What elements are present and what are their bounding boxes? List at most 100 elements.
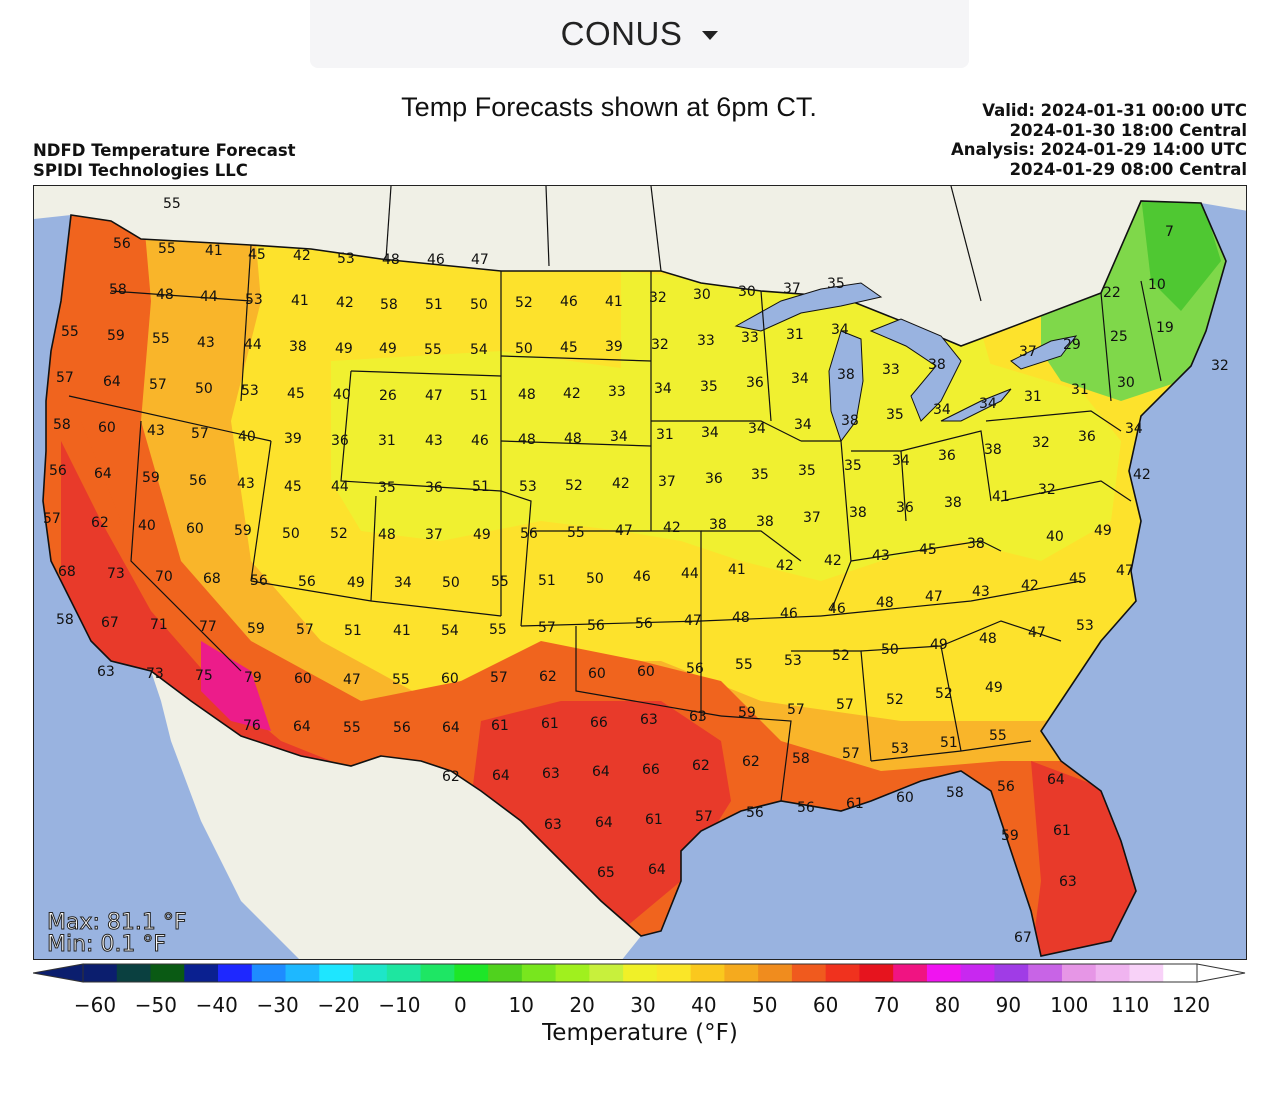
temp-label: 48 [876, 595, 894, 611]
temp-label: 22 [1103, 285, 1121, 301]
temp-label: 38 [849, 505, 867, 521]
temp-label: 56 [113, 236, 131, 252]
colorbar-segment [859, 964, 894, 982]
valid-utc: Valid: 2024-01-31 00:00 UTC [982, 101, 1247, 120]
temp-label: 43 [972, 584, 990, 600]
temp-label: 71 [150, 617, 168, 633]
colorbar-tick-label: 50 [752, 993, 778, 1017]
temp-label: 61 [1053, 823, 1071, 839]
temp-label: 45 [919, 542, 937, 558]
colorbar-segment [454, 964, 489, 982]
temp-label: 49 [1094, 523, 1112, 539]
temp-label: 33 [882, 362, 900, 378]
temp-label: 36 [1078, 429, 1096, 445]
temp-label: 32 [1038, 482, 1056, 498]
colorbar-segment [724, 964, 759, 982]
temp-label: 38 [841, 413, 859, 429]
temp-label: 53 [784, 653, 802, 669]
temp-label: 60 [637, 664, 655, 680]
temp-label: 60 [896, 790, 914, 806]
temp-label: 63 [689, 709, 707, 725]
temp-label: 67 [1014, 930, 1032, 946]
temp-label: 46 [560, 294, 578, 310]
temp-label: 34 [610, 429, 628, 445]
great-lakes [734, 282, 1078, 443]
temp-label: 41 [291, 293, 309, 309]
temp-label: 31 [1071, 382, 1089, 398]
temp-label: 34 [748, 421, 766, 437]
temp-label: 38 [944, 495, 962, 511]
temp-label: 42 [1133, 467, 1151, 483]
temp-label: 57 [695, 809, 713, 825]
colorbar-tick-label: −20 [317, 993, 360, 1017]
temp-label: 38 [967, 536, 985, 552]
temp-label: 45 [248, 247, 266, 263]
temp-label: 26 [379, 388, 397, 404]
temp-label: 53 [337, 251, 355, 267]
temp-label: 35 [700, 379, 718, 395]
temp-label: 38 [837, 367, 855, 383]
region-selector[interactable]: CONUS [310, 0, 969, 68]
colorbar-min-arrow [33, 963, 84, 983]
temp-label: 57 [149, 377, 167, 393]
temp-label: 51 [472, 479, 490, 495]
temp-label: 32 [649, 290, 667, 306]
chevron-down-icon [702, 30, 719, 40]
temp-label: 53 [245, 292, 263, 308]
temp-label: 30 [693, 287, 711, 303]
temp-label: 44 [681, 566, 699, 582]
max-temp: Max: 81.1 °F [47, 910, 187, 935]
temp-label: 48 [979, 631, 997, 647]
temp-label: 55 [158, 241, 176, 257]
colorbar-segment [791, 964, 827, 982]
temp-label: 41 [205, 243, 223, 259]
temp-label: 54 [441, 623, 459, 639]
temp-label: 57 [43, 511, 61, 527]
temp-label: 56 [997, 779, 1015, 795]
colorbar-segment [960, 964, 995, 982]
temp-label: 44 [331, 479, 349, 495]
temp-label: 56 [746, 805, 764, 821]
temp-label: 64 [492, 768, 510, 784]
temp-label: 53 [241, 383, 259, 399]
temp-label: 60 [98, 420, 116, 436]
colorbar-segment [994, 964, 1029, 982]
temp-label: 35 [751, 467, 769, 483]
temp-label: 36 [746, 375, 764, 391]
colorbar-segment [1163, 964, 1198, 982]
temp-label: 47 [471, 252, 489, 268]
temp-label: 37 [658, 474, 676, 490]
mexico-land [151, 671, 641, 959]
temp-label: 63 [542, 766, 560, 782]
temp-label: 42 [663, 520, 681, 536]
temp-label: 7 [1165, 224, 1174, 240]
temp-label: 36 [425, 480, 443, 496]
colorbar-tick-label: 70 [873, 993, 900, 1017]
colorbar-segment [150, 964, 185, 982]
temp-label: 51 [344, 623, 362, 639]
temp-label: 64 [1047, 772, 1065, 788]
temp-label: 73 [107, 566, 125, 582]
temp-label: 57 [490, 670, 508, 686]
temp-label: 62 [539, 669, 557, 685]
temp-label: 62 [692, 758, 710, 774]
colorbar-tick-label: 110 [1111, 993, 1150, 1017]
temp-label: 56 [250, 573, 268, 589]
colorbar-tick-label: −60 [73, 993, 117, 1017]
temp-label: 62 [742, 754, 760, 770]
colorbar-segment [758, 964, 793, 982]
temp-label: 62 [91, 515, 109, 531]
temp-label: 42 [1021, 578, 1039, 594]
temp-label: 48 [382, 252, 400, 268]
temp-label: 34 [1125, 421, 1143, 437]
temp-label: 55 [735, 657, 753, 673]
temp-label: 33 [697, 333, 715, 349]
temp-label: 64 [648, 862, 666, 878]
temp-label: 35 [844, 458, 862, 474]
temp-label: 48 [518, 387, 536, 403]
temp-label: 63 [97, 664, 115, 680]
temp-label: 43 [197, 335, 215, 351]
temp-label: 53 [891, 741, 909, 757]
temp-label: 49 [347, 575, 365, 591]
temp-label: 57 [787, 702, 805, 718]
